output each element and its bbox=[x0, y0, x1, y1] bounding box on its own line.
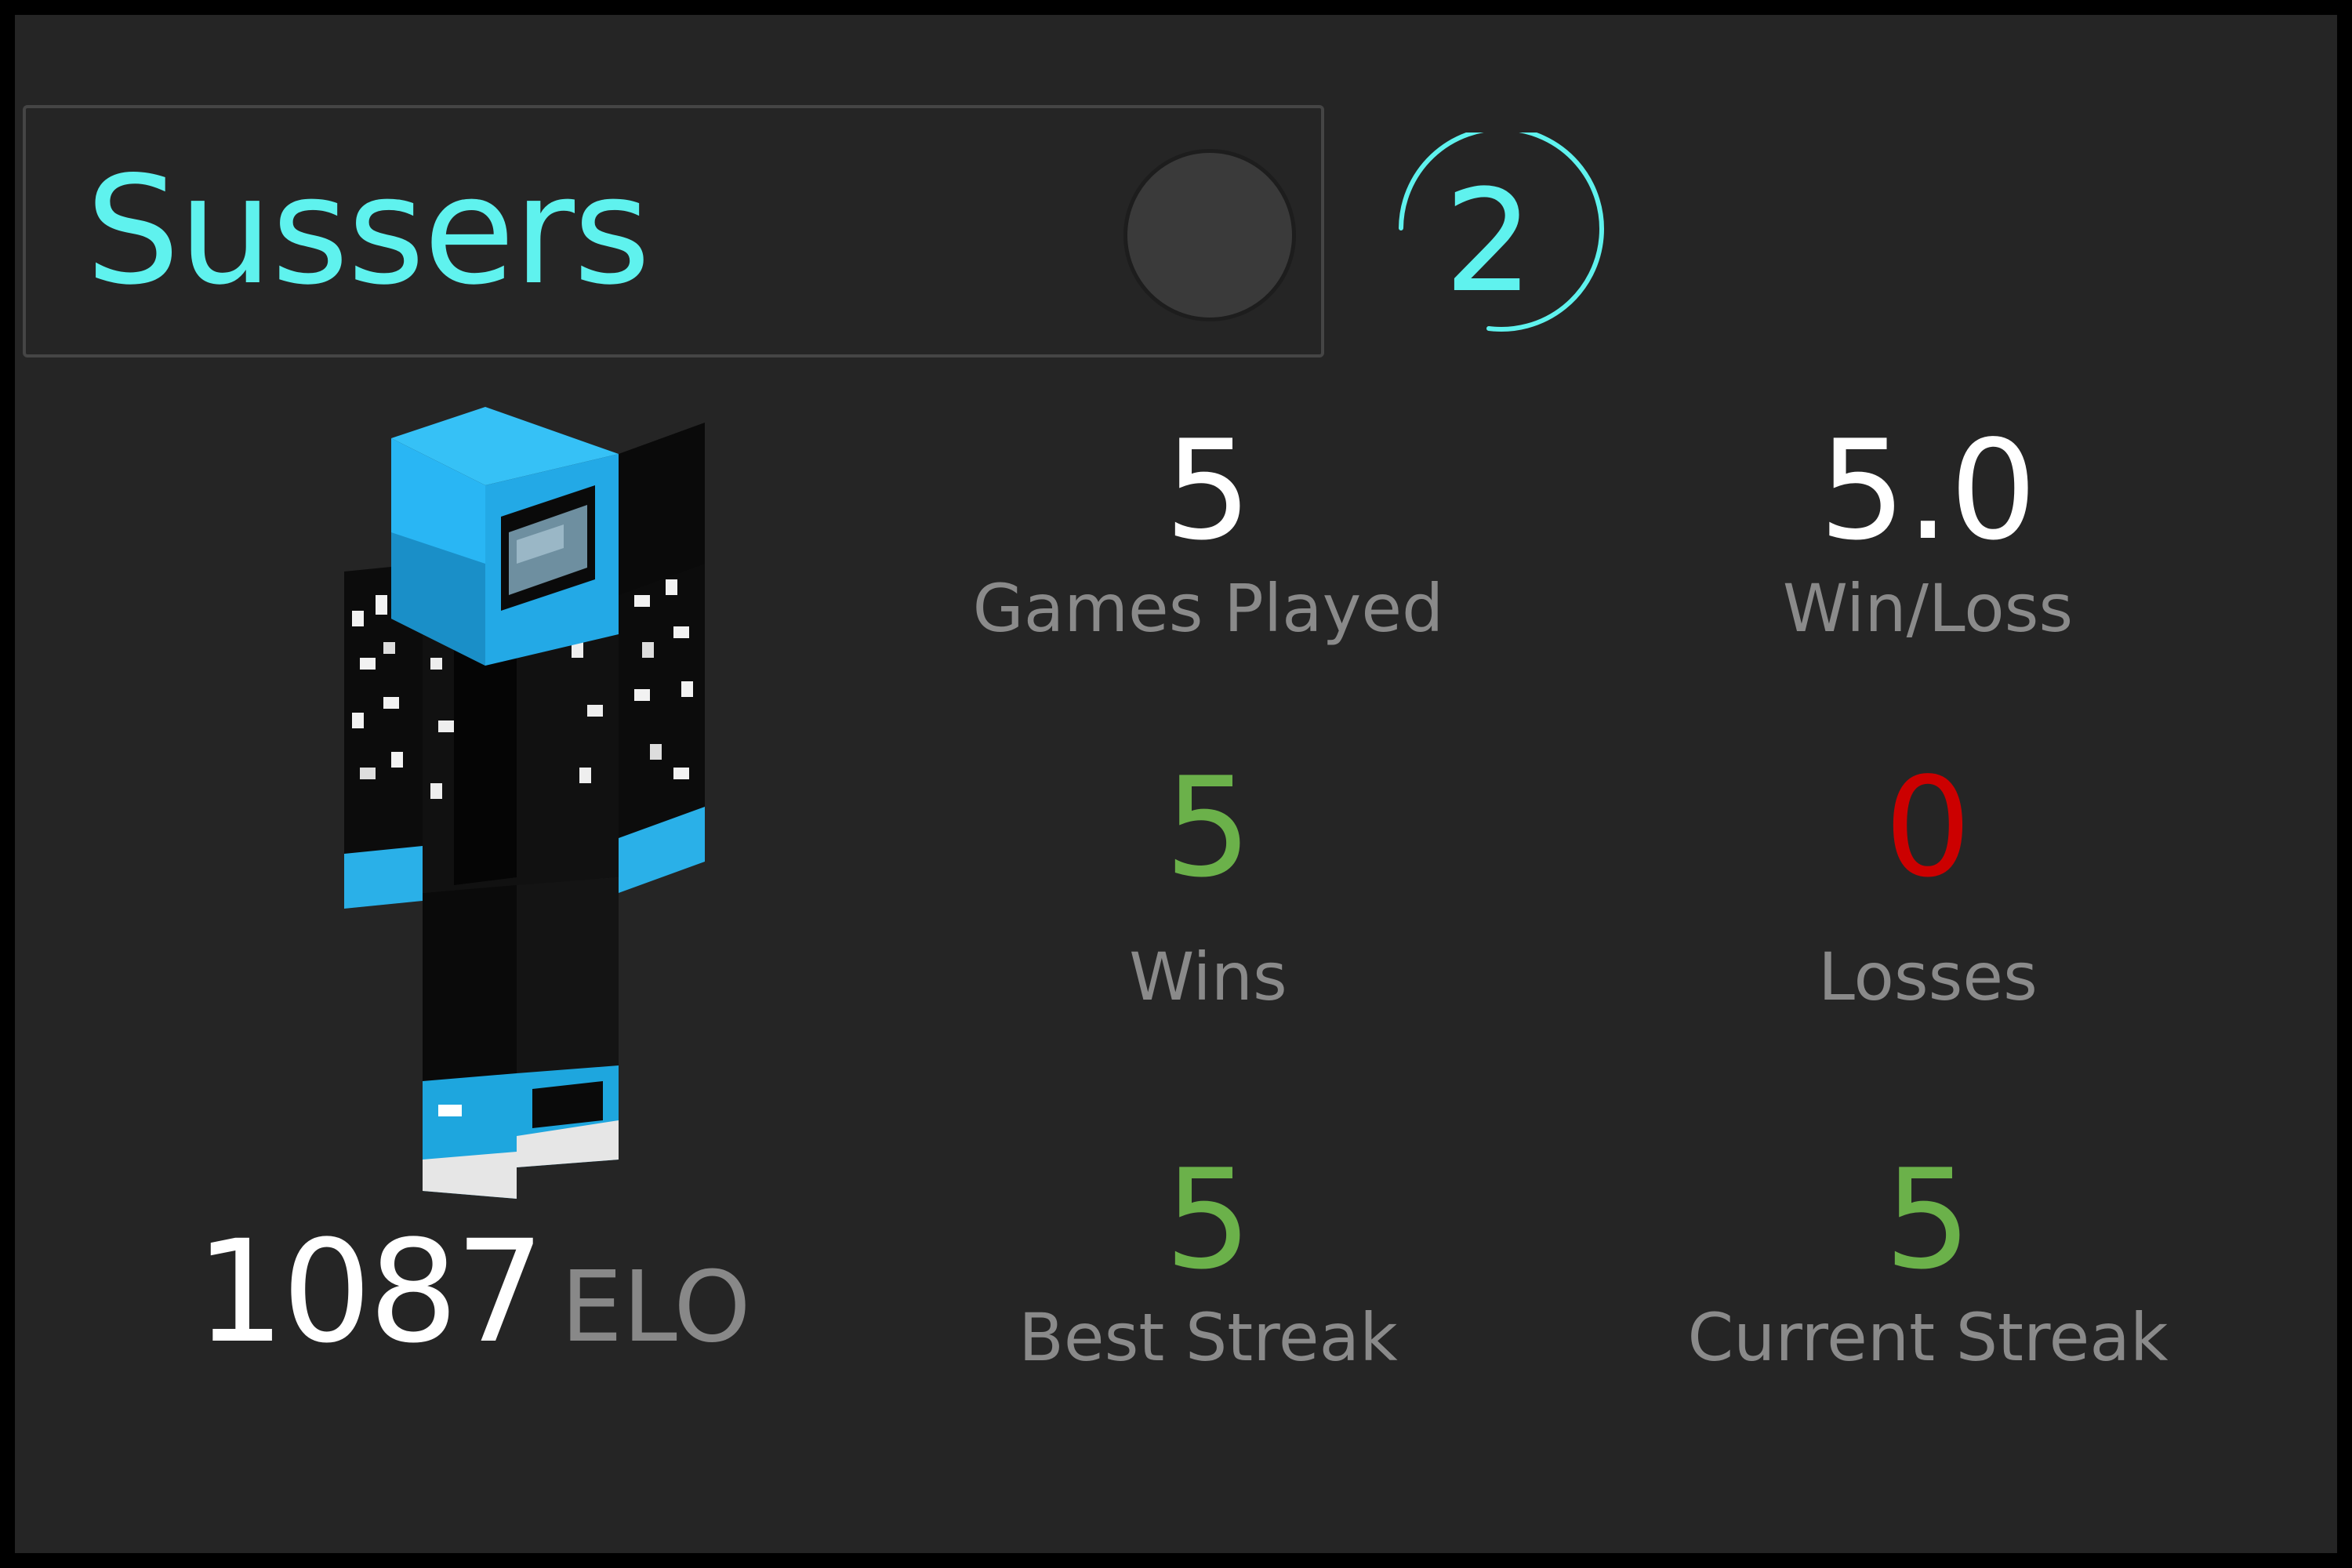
stat-value: 0 bbox=[1884, 749, 1972, 908]
stat-games-played: 5 Games Played bbox=[895, 423, 1522, 641]
rank-arc-icon bbox=[1399, 132, 1604, 332]
stat-losses: 0 Losses bbox=[1614, 760, 2241, 1010]
stat-label: Current Streak bbox=[1687, 1299, 2169, 1376]
rank-number: 2 bbox=[1443, 160, 1534, 324]
stat-wins: 5 Wins bbox=[895, 760, 1522, 1010]
stat-value: 5 bbox=[1164, 1141, 1252, 1300]
player-name-box: Sussers bbox=[23, 105, 1324, 358]
stat-label: Losses bbox=[1818, 938, 2038, 1015]
player-skin-avatar bbox=[344, 407, 705, 1199]
stat-value: 5 bbox=[1164, 412, 1252, 571]
rank-badge: 2 bbox=[1395, 132, 1630, 352]
elo-unit: ELO bbox=[561, 1250, 751, 1364]
player-stats-card: Sussers 2 bbox=[15, 15, 2337, 1553]
stat-value: 5.0 bbox=[1818, 412, 2038, 571]
stat-win-loss: 5.0 Win/Loss bbox=[1614, 423, 2241, 641]
stat-label: Wins bbox=[1129, 938, 1287, 1015]
stat-value: 5 bbox=[1164, 749, 1252, 908]
stat-best-streak: 5 Best Streak bbox=[895, 1152, 1522, 1370]
stat-current-streak: 5 Current Streak bbox=[1614, 1152, 2241, 1370]
stat-label: Games Played bbox=[972, 570, 1444, 647]
stat-label: Win/Loss bbox=[1782, 570, 2074, 647]
elo-value: 1087 bbox=[195, 1210, 545, 1374]
stat-value: 5 bbox=[1884, 1141, 1972, 1300]
elo-rating: 1087 ELO bbox=[195, 1222, 751, 1363]
player-name: Sussers bbox=[85, 144, 651, 318]
stat-label: Best Streak bbox=[1018, 1299, 1398, 1376]
status-dot-icon bbox=[1123, 149, 1296, 321]
